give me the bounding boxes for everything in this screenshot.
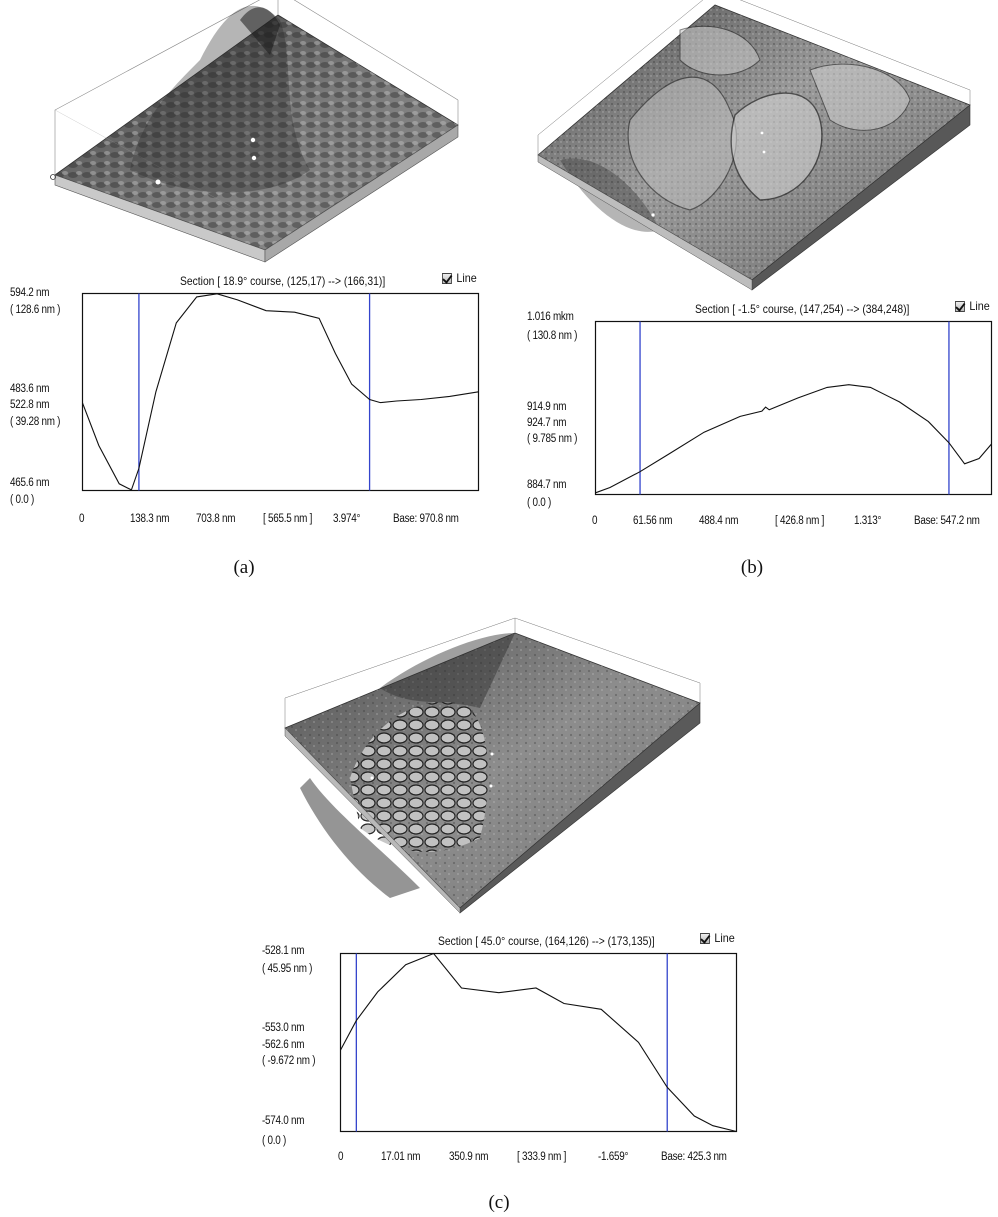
- x-label-cursor1: 17.01 nm: [381, 1151, 421, 1163]
- line-toggle-label: Line: [456, 271, 477, 285]
- profile-line: [340, 952, 737, 1133]
- afm-3d-surface-a: [50, 0, 459, 263]
- x-label-cursor1: 61.56 nm: [633, 515, 673, 527]
- y-label-cursor1: 914.9 nm: [527, 401, 567, 413]
- profile-line: [81, 293, 479, 491]
- plot-frame: [339, 952, 738, 1133]
- y-label-cursor1: 483.6 nm: [10, 383, 50, 395]
- x-label-cursor2: 488.4 nm: [699, 515, 739, 527]
- y-label-zero: ( 0.0 ): [262, 1135, 287, 1147]
- y-label-cursor1: -553.0 nm: [262, 1022, 305, 1034]
- line-checkbox[interactable]: [700, 932, 710, 944]
- y-label-min: -574.0 nm: [262, 1115, 305, 1127]
- caption-a: (a): [233, 557, 255, 578]
- y-label-delta: ( 9.785 nm ): [527, 433, 578, 445]
- x-label-base: Base: 425.3 nm: [661, 1151, 727, 1163]
- line-toggle[interactable]: Line: [955, 299, 990, 313]
- line-checkbox[interactable]: [955, 300, 965, 312]
- profile-line: [595, 384, 992, 494]
- x-label-cursor2: 703.8 nm: [196, 513, 236, 525]
- y-label-cursor2: 522.8 nm: [10, 399, 50, 411]
- x-label-delta: [ 333.9 nm ]: [517, 1151, 567, 1163]
- x-label-zero: 0: [79, 513, 85, 525]
- y-label-min: 465.6 nm: [10, 477, 50, 489]
- x-label-cursor2: 350.9 nm: [449, 1151, 489, 1163]
- plot-frame: [594, 320, 993, 496]
- x-label-base: Base: 547.2 nm: [914, 515, 980, 527]
- y-label-delta: ( 39.28 nm ): [10, 416, 61, 428]
- y-label-range: ( 130.8 nm ): [527, 330, 578, 342]
- y-label-zero: ( 0.0 ): [527, 497, 552, 509]
- caption-b: (b): [740, 557, 764, 578]
- y-label-range: ( 45.95 nm ): [262, 963, 313, 975]
- profile-chart-b: [594, 320, 993, 496]
- y-label-max: -528.1 nm: [262, 945, 305, 957]
- x-label-zero: 0: [592, 515, 598, 527]
- x-label-angle: -1.659°: [598, 1151, 629, 1163]
- line-toggle-label: Line: [969, 299, 990, 313]
- y-label-zero: ( 0.0 ): [10, 494, 35, 506]
- afm-3d-surface-b: [537, 0, 971, 291]
- y-label-delta: ( -9.672 nm ): [262, 1055, 316, 1067]
- x-label-cursor1: 138.3 nm: [130, 513, 170, 525]
- profile-chart-a: [81, 292, 480, 492]
- y-label-max: 594.2 nm: [10, 287, 50, 299]
- y-label-min: 884.7 nm: [527, 479, 567, 491]
- caption-c: (c): [488, 1192, 510, 1213]
- line-toggle[interactable]: Line: [700, 931, 735, 945]
- profile-chart-c: [339, 952, 738, 1133]
- x-label-angle: 1.313°: [854, 515, 882, 527]
- line-toggle-label: Line: [714, 931, 735, 945]
- line-checkbox[interactable]: [442, 272, 452, 284]
- y-label-range: ( 128.6 nm ): [10, 304, 61, 316]
- afm-3d-surface-c: [284, 617, 701, 914]
- y-label-cursor2: 924.7 nm: [527, 417, 567, 429]
- line-toggle[interactable]: Line: [442, 271, 477, 285]
- plot-frame: [81, 292, 480, 492]
- x-label-zero: 0: [338, 1151, 344, 1163]
- section-title: Section [ -1.5° course, (147,254) --> (3…: [695, 302, 910, 316]
- section-title: Section [ 45.0° course, (164,126) --> (1…: [438, 934, 655, 948]
- y-label-max: 1.016 mkm: [527, 311, 574, 323]
- section-title: Section [ 18.9° course, (125,17) --> (16…: [180, 274, 386, 288]
- x-label-delta: [ 426.8 nm ]: [775, 515, 825, 527]
- x-label-angle: 3.974°: [333, 513, 361, 525]
- y-label-cursor2: -562.6 nm: [262, 1039, 305, 1051]
- x-label-base: Base: 970.8 nm: [393, 513, 459, 525]
- x-label-delta: [ 565.5 nm ]: [263, 513, 313, 525]
